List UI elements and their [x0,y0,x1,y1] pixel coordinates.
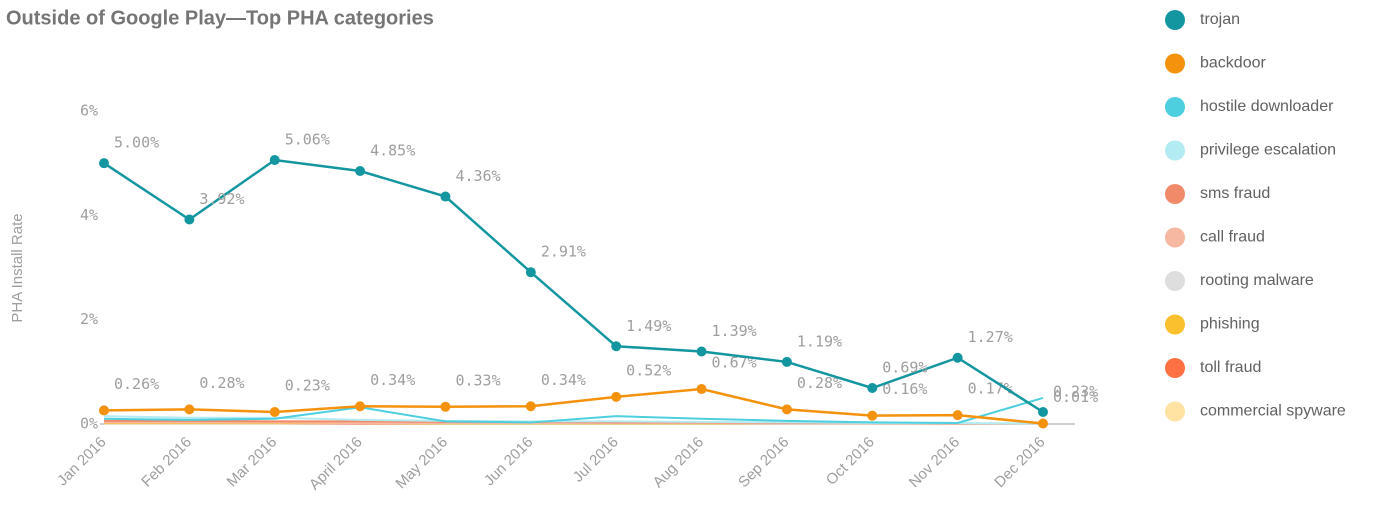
y-tick-label: 2% [80,310,98,328]
legend-swatch [1165,97,1185,117]
data-point [269,407,280,418]
data-point [611,341,622,352]
chart-title: Outside of Google Play—Top PHA categorie… [6,7,434,29]
data-label: 0.16% [882,380,927,398]
x-tick-label: Nov 2016 [906,434,963,491]
data-label: 0.17% [968,380,1013,398]
y-axis-label: PHA Install Rate [9,213,26,322]
x-tick-label: Dec 2016 [991,434,1048,491]
data-point [1038,418,1048,429]
data-label: 0.33% [455,371,500,389]
data-label: 0.28% [797,374,842,392]
data-point [952,410,963,421]
legend-label: hostile downloader [1200,98,1334,115]
x-tick-label: Mar 2016 [224,434,281,491]
data-label: 5.00% [114,134,159,152]
data-point [1038,407,1048,418]
legend-label: sms fraud [1200,185,1270,202]
x-tick-label: Aug 2016 [650,434,707,491]
data-point [611,391,622,402]
data-label: 2.91% [541,243,586,261]
legend-label: toll fraud [1200,359,1261,376]
legend-label: call fraud [1200,229,1265,246]
x-tick-label: Jul 2016 [570,434,622,486]
data-point [440,401,451,412]
data-label: 4.85% [370,141,415,159]
data-point [952,352,963,363]
x-tick-label: Oct 2016 [823,434,878,489]
y-tick-label: 6% [80,102,98,120]
x-tick-label: Jun 2016 [481,434,537,490]
y-tick-label: 4% [80,206,98,224]
data-label: 0.26% [114,375,159,393]
data-label: 0.34% [370,371,415,389]
data-point [696,346,707,357]
data-point [781,356,792,367]
legend-swatch [1165,271,1185,291]
data-label: 1.39% [712,322,757,340]
data-point [269,155,280,166]
series-line [103,387,1044,425]
legend-swatch [1165,10,1185,30]
data-point [781,404,792,415]
data-point [184,214,195,225]
data-label: 0.52% [626,361,671,379]
legend-swatch [1165,314,1185,335]
legend-swatch [1165,140,1185,161]
legend-label: rooting malware [1200,272,1314,289]
data-point [867,383,878,394]
data-label: 0.69% [882,359,927,377]
data-label: 0.01% [1053,388,1098,406]
data-point [525,401,536,412]
data-point [525,267,536,278]
series-line [103,396,1044,424]
x-tick-label: April 2016 [306,434,366,494]
legend-label: privilege escalation [1200,142,1336,159]
data-label: 4.36% [455,167,500,185]
data-label: 5.06% [285,131,330,149]
x-tick-label: May 2016 [392,434,451,493]
data-point [440,191,451,202]
data-point [99,158,109,169]
legend-swatch [1165,358,1185,378]
data-point [184,404,195,415]
data-point [99,405,109,416]
data-label: 1.19% [797,332,842,350]
legend-swatch [1165,227,1185,248]
series-line [103,158,1044,414]
data-label: 1.49% [626,317,671,335]
data-point [355,401,366,412]
data-label: 3.92% [199,190,244,208]
legend-swatch [1165,184,1185,204]
data-point [355,165,366,176]
data-label: 0.28% [199,374,244,392]
data-label: 1.27% [968,328,1013,346]
legend-swatch [1165,401,1185,422]
data-point [867,410,878,421]
x-tick-label: Jan 2016 [54,434,110,490]
legend-swatch [1165,53,1185,74]
y-tick-label: 0% [80,415,98,433]
data-point [696,384,707,395]
legend-label: trojan [1200,11,1240,28]
data-label: 0.23% [1053,383,1098,401]
legend-label: phishing [1200,316,1260,333]
data-label: 0.23% [285,377,330,395]
legend-label: backdoor [1200,55,1266,72]
data-label: 0.34% [541,371,586,389]
legend-label: commercial spyware [1200,403,1346,420]
x-tick-label: Sep 2016 [735,434,792,491]
x-tick-label: Feb 2016 [138,434,195,491]
